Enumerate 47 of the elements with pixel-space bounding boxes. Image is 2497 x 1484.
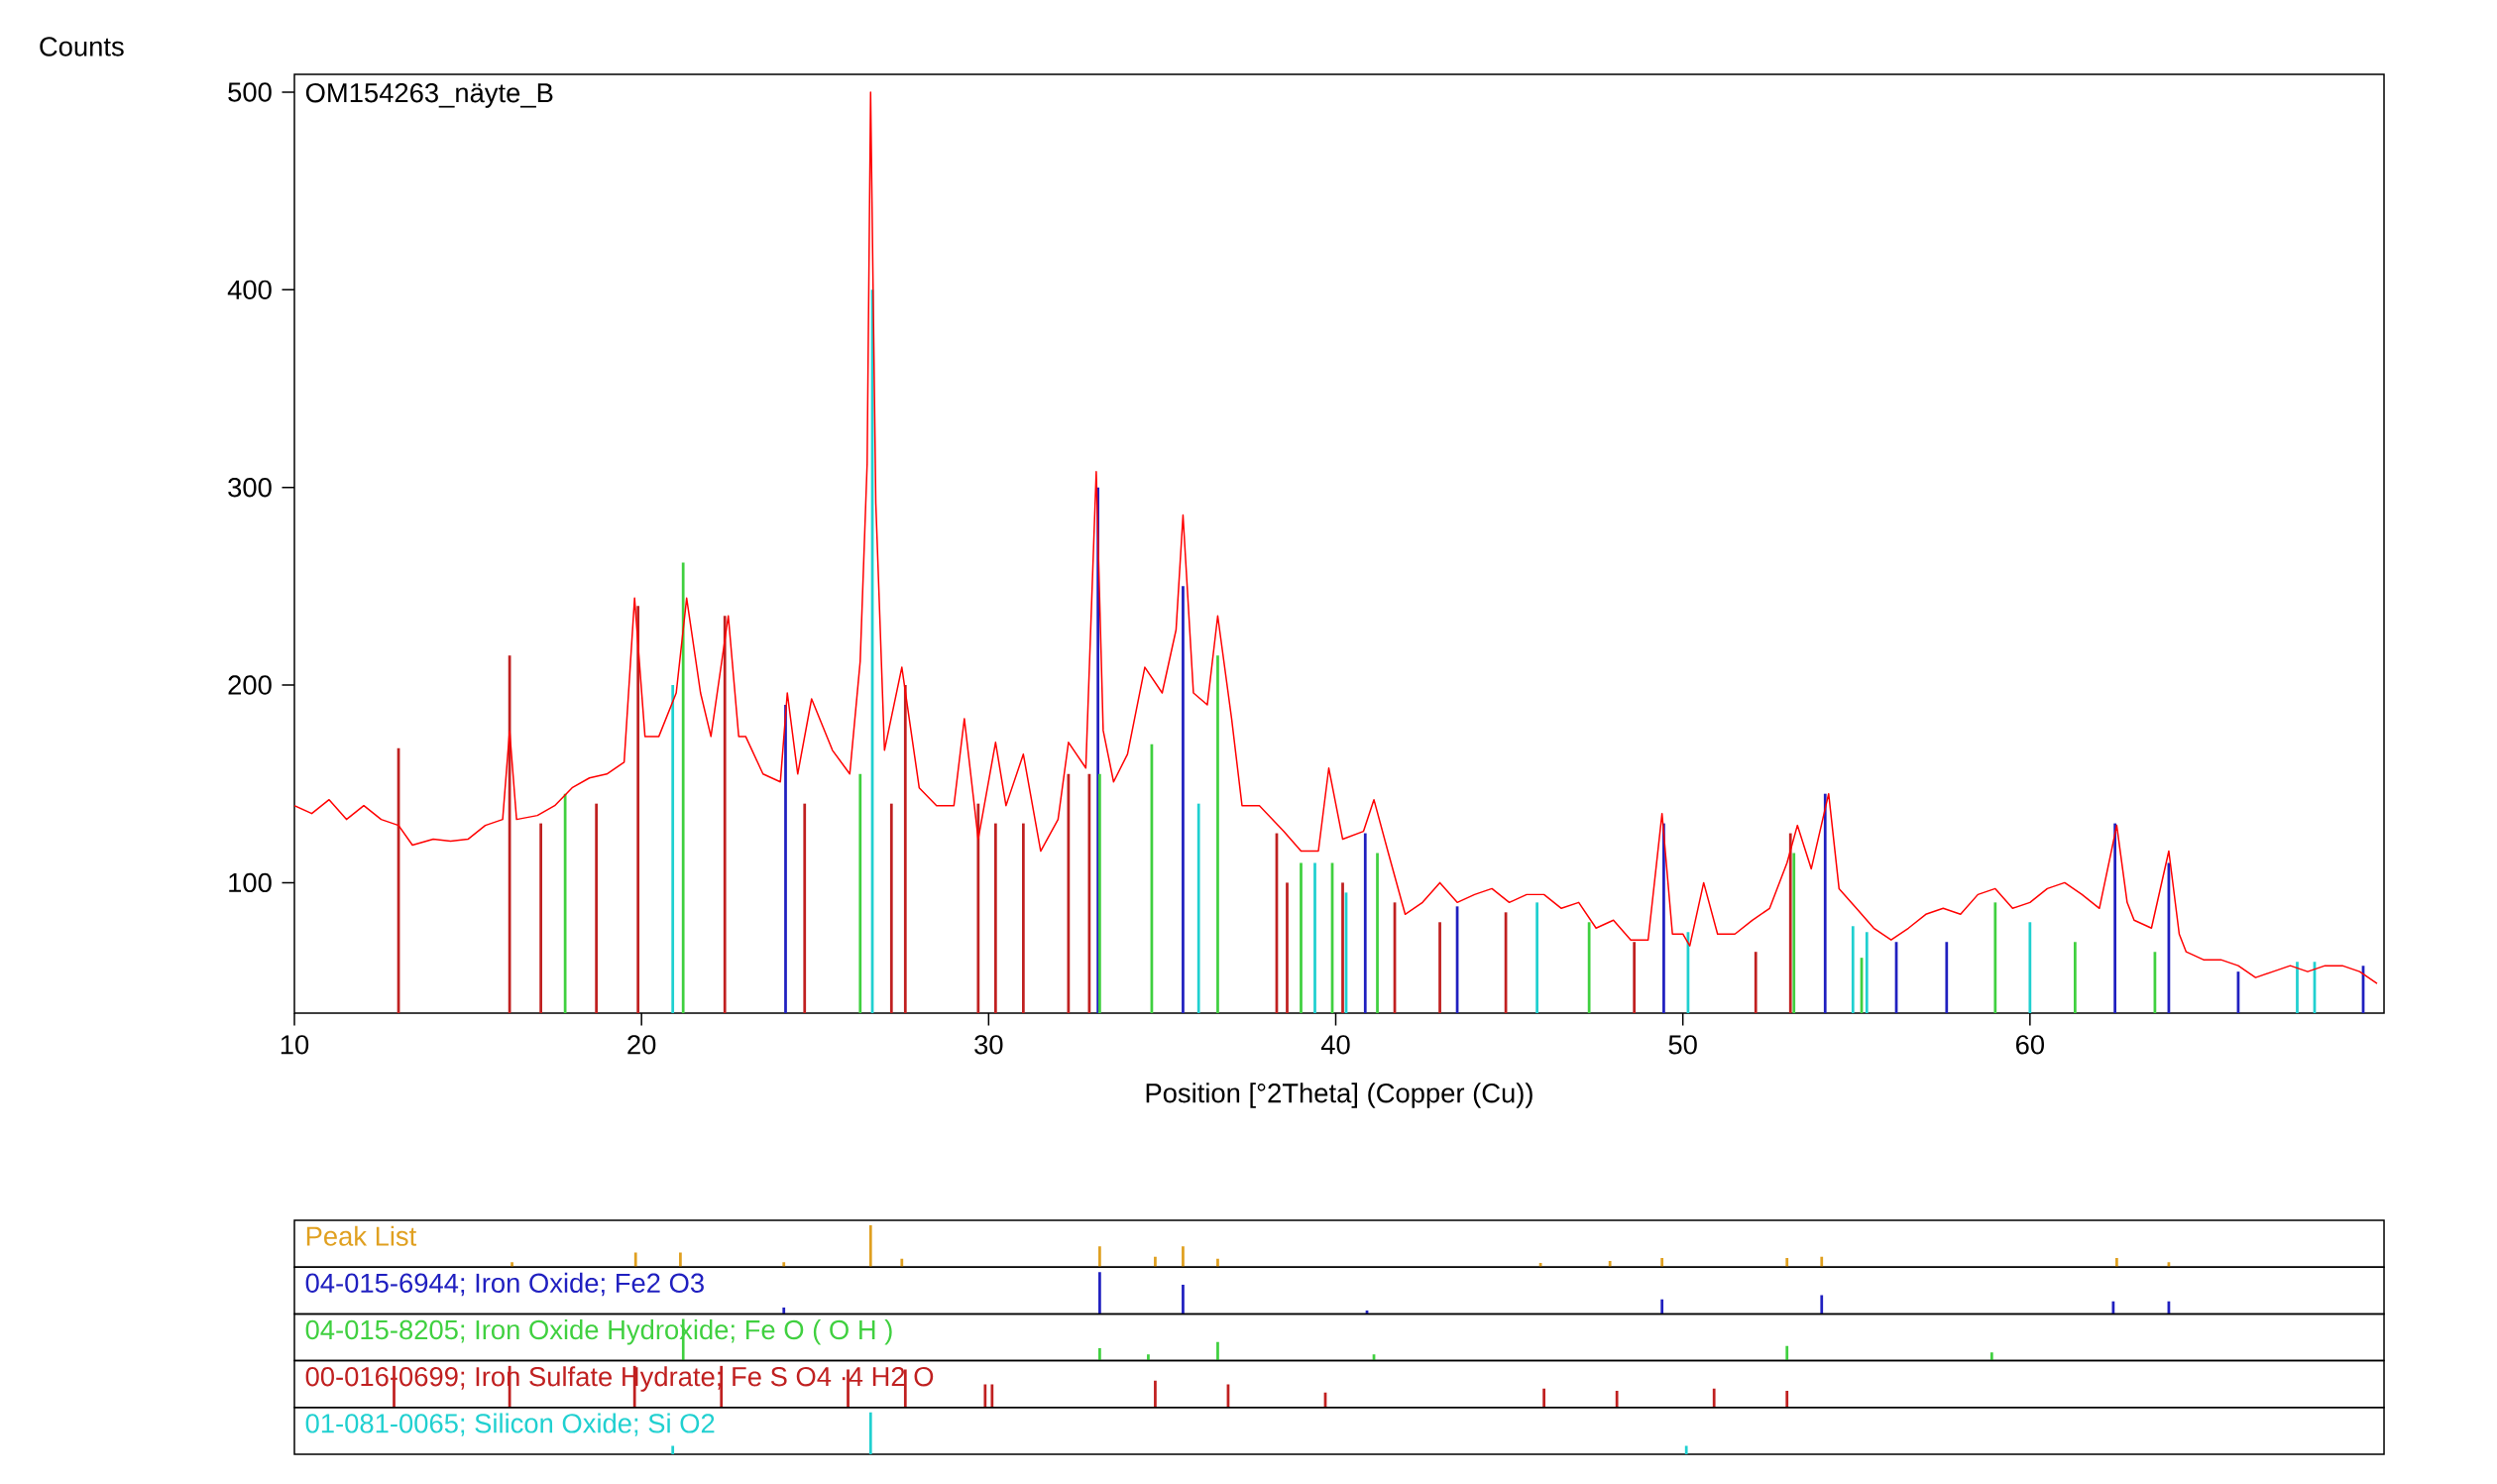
bar [1182, 1284, 1185, 1314]
bar [1989, 1352, 1993, 1361]
bar [1542, 1388, 1545, 1408]
bar [1098, 1272, 1101, 1314]
y-tick-label: 400 [227, 280, 272, 300]
bar [1098, 1347, 1101, 1361]
y-tick-label: 500 [228, 82, 272, 102]
y-axis-title: Counts [40, 37, 124, 57]
bar [1660, 1299, 1664, 1314]
bar [1712, 1388, 1716, 1408]
bar [2115, 1257, 2118, 1268]
bar [1615, 1390, 1619, 1408]
bar [633, 1252, 637, 1268]
y-tick-label: 200 [228, 675, 272, 695]
bar [1154, 1380, 1157, 1408]
chart-title: OM154263_näyte_B [305, 83, 553, 108]
bar [1216, 1341, 1219, 1361]
chart-title: 01-081-0065; Silicon Oxide; Si O2 [305, 1413, 715, 1436]
x-tick-label: 40 [1320, 1035, 1350, 1055]
bar [1147, 1354, 1150, 1361]
bar [1098, 1246, 1101, 1268]
x-tick-label: 10 [281, 1035, 309, 1055]
bar [1216, 1258, 1219, 1268]
bar [1785, 1390, 1789, 1408]
bar [868, 1225, 872, 1268]
chart-title: 04-015-6944; Iron Oxide; Fe2 O3 [305, 1272, 704, 1297]
y-tick-label: 100 [229, 872, 272, 893]
bar [903, 1369, 907, 1408]
chart-title: Peak List [306, 1225, 417, 1246]
x-tick-label: 20 [627, 1035, 656, 1055]
bar [1785, 1345, 1789, 1361]
bar [782, 1308, 786, 1314]
bar [1785, 1257, 1789, 1268]
x-axis-title: Position [°2Theta] (Copper (Cu)) [1146, 1083, 1532, 1108]
bar [679, 1252, 682, 1268]
x-tick-label: 60 [2016, 1035, 2044, 1055]
bar [1820, 1256, 1824, 1268]
bar [1154, 1256, 1157, 1268]
x-tick-label: 50 [1668, 1035, 1697, 1055]
bar [900, 1258, 904, 1268]
bar [1660, 1257, 1664, 1268]
x-tick-label: 30 [974, 1035, 1003, 1055]
y-tick-label: 300 [228, 478, 272, 498]
bar [1182, 1246, 1185, 1268]
bar [990, 1384, 994, 1408]
bar [1820, 1295, 1824, 1314]
bar [983, 1384, 987, 1408]
